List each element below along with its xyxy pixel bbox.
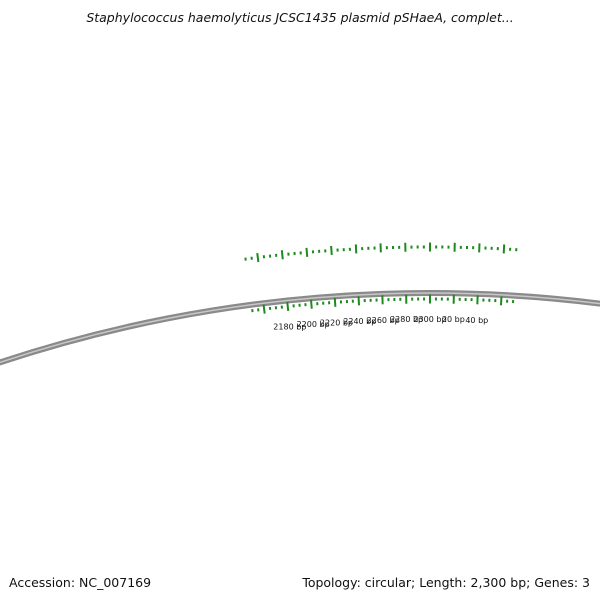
outer-major-tick bbox=[330, 245, 333, 255]
ruler-label: 20 bp bbox=[442, 315, 465, 324]
ruler-label: 2200 bp bbox=[297, 320, 330, 329]
plasmid-backbone bbox=[0, 290, 600, 366]
ruler-label: 2180 bp bbox=[273, 322, 306, 331]
ruler-label: 2300 bp bbox=[413, 315, 446, 324]
ruler-label: 2240 bp bbox=[343, 317, 376, 326]
backbone-highlight bbox=[0, 292, 600, 364]
ruler-label: 40 bp bbox=[465, 316, 488, 325]
outer-major-tick bbox=[305, 247, 309, 257]
inner-major-tick bbox=[309, 299, 313, 309]
outer-major-tick bbox=[256, 252, 260, 263]
backbone-arc bbox=[0, 290, 600, 366]
topology-summary: Topology: circular; Length: 2,300 bp; Ge… bbox=[302, 575, 590, 590]
accession-label: Accession: NC_007169 bbox=[9, 575, 152, 590]
ruler-label: 2260 bp bbox=[367, 316, 400, 325]
ruler-label: 2220 bp bbox=[320, 318, 353, 327]
inner-major-tick bbox=[333, 297, 337, 307]
outer-tick-ring bbox=[244, 242, 518, 263]
inner-major-tick bbox=[286, 301, 290, 312]
inner-major-tick bbox=[262, 304, 266, 314]
outer-major-tick bbox=[280, 250, 284, 260]
ruler-label: 2280 bp bbox=[390, 315, 423, 324]
map-title: Staphylococcus haemolyticus JCSC1435 pla… bbox=[86, 10, 514, 25]
inner-tick-ring bbox=[251, 294, 515, 314]
